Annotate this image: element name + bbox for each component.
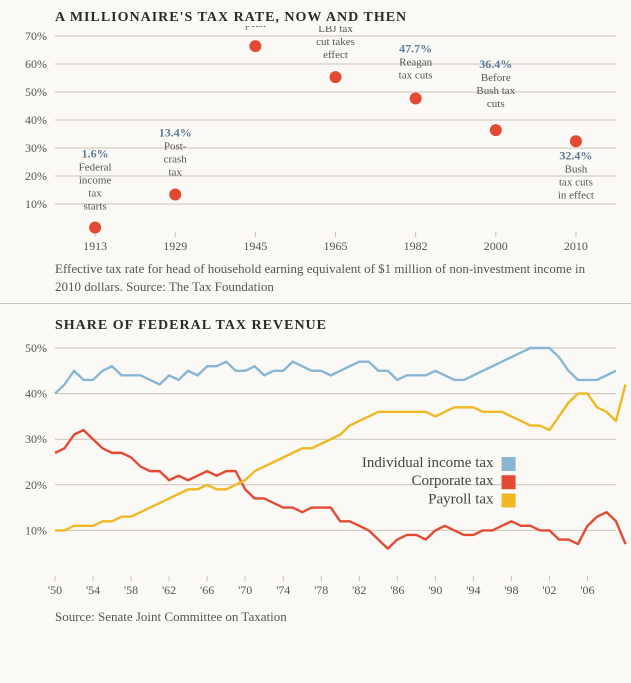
federal-revenue-panel: SHARE OF FEDERAL TAX REVENUE 10% 20% 30% 40… xyxy=(0,318,631,626)
data-point xyxy=(330,71,342,83)
point-value: 13.4% xyxy=(159,125,192,139)
svg-text:20%: 20% xyxy=(25,478,47,492)
svg-text:20%: 20% xyxy=(25,169,47,183)
point-desc: Reagan xyxy=(399,56,432,68)
svg-text:30%: 30% xyxy=(25,432,47,446)
chart1-title: A MILLIONAIRE'S TAX RATE, NOW AND THEN xyxy=(0,0,631,26)
svg-text:50%: 50% xyxy=(25,85,47,99)
data-point xyxy=(169,188,181,200)
chart1-svg: 10% 20% 30% 40% 50% 60% 70% 1913 1929 1945 1965 198… xyxy=(0,26,631,256)
point-desc: Before xyxy=(481,72,511,84)
data-point xyxy=(570,135,582,147)
svg-text:'70: '70 xyxy=(238,583,252,597)
svg-text:2010: 2010 xyxy=(564,239,588,253)
svg-text:1982: 1982 xyxy=(404,239,428,253)
chart2-title: SHARE OF FEDERAL TAX REVENUE xyxy=(0,318,631,334)
point-desc: tax xyxy=(88,188,102,200)
point-desc: starts xyxy=(83,201,106,213)
svg-text:1929: 1929 xyxy=(163,239,187,253)
svg-text:'94: '94 xyxy=(466,583,480,597)
svg-text:'54: '54 xyxy=(86,583,100,597)
chart2-svg: 10% 20% 30% 40% 50% '50 '54 '58 '62 '66 '70 '74 '78 '… xyxy=(0,334,631,604)
point-value: 32.4% xyxy=(559,148,592,162)
svg-text:'98: '98 xyxy=(504,583,518,597)
legend-label: Corporate tax xyxy=(411,473,494,489)
chart1-source: Effective tax rate for head of household… xyxy=(0,256,631,295)
legend-swatch xyxy=(502,457,516,471)
svg-text:'62: '62 xyxy=(162,583,176,597)
point-desc: effect xyxy=(323,49,348,61)
series-individual xyxy=(55,348,616,394)
point-desc: cuts xyxy=(487,98,505,110)
legend-swatch xyxy=(502,475,516,489)
point-value: 47.7% xyxy=(399,41,432,55)
chart2-source: Source: Senate Joint Committee on Taxati… xyxy=(0,604,631,626)
svg-text:'50: '50 xyxy=(48,583,62,597)
legend-swatch xyxy=(502,494,516,508)
point-desc: tax cuts xyxy=(399,69,433,81)
point-desc: tax cuts xyxy=(559,176,593,188)
chart1-wrap: 10% 20% 30% 40% 50% 60% 70% 1913 1929 1945 1965 198… xyxy=(0,26,631,256)
data-point xyxy=(490,124,502,136)
legend-label: Payroll tax xyxy=(428,492,494,508)
point-value: 1.6% xyxy=(82,147,109,161)
svg-text:1913: 1913 xyxy=(83,239,107,253)
data-point xyxy=(249,40,261,52)
svg-text:'66: '66 xyxy=(200,583,214,597)
data-point xyxy=(89,222,101,234)
svg-text:'06: '06 xyxy=(580,583,594,597)
svg-text:40%: 40% xyxy=(25,387,47,401)
svg-text:70%: 70% xyxy=(25,29,47,43)
svg-text:'82: '82 xyxy=(352,583,366,597)
chart2-wrap: 10% 20% 30% 40% 50% '50 '54 '58 '62 '66 '70 '74 '78 '… xyxy=(0,334,631,604)
millionaire-tax-panel: A MILLIONAIRE'S TAX RATE, NOW AND THEN 1… xyxy=(0,0,631,295)
point-desc: Post- xyxy=(164,140,187,152)
point-desc: Bush xyxy=(565,163,588,175)
point-desc: cut takes xyxy=(316,36,355,48)
svg-text:2000: 2000 xyxy=(484,239,508,253)
series-payroll xyxy=(55,385,626,531)
svg-text:'90: '90 xyxy=(428,583,442,597)
point-desc: tax xyxy=(168,166,182,178)
point-desc: Federal xyxy=(79,162,112,174)
svg-text:'58: '58 xyxy=(124,583,138,597)
panel-divider xyxy=(0,303,631,304)
point-desc: LBJ tax xyxy=(318,26,353,35)
svg-text:40%: 40% xyxy=(25,113,47,127)
point-desc: in effect xyxy=(558,189,594,201)
point-desc: Bush tax xyxy=(476,85,515,97)
svg-text:60%: 60% xyxy=(25,57,47,71)
svg-text:1965: 1965 xyxy=(324,239,348,253)
point-desc: peak xyxy=(245,26,266,30)
svg-text:10%: 10% xyxy=(25,523,47,537)
svg-text:'78: '78 xyxy=(314,583,328,597)
legend-label: Individual income tax xyxy=(362,455,494,471)
svg-text:50%: 50% xyxy=(25,341,47,355)
svg-text:'74: '74 xyxy=(276,583,290,597)
svg-text:10%: 10% xyxy=(25,197,47,211)
data-point xyxy=(410,92,422,104)
svg-text:1945: 1945 xyxy=(243,239,267,253)
point-value: 36.4% xyxy=(479,57,512,71)
svg-text:'86: '86 xyxy=(390,583,404,597)
point-desc: crash xyxy=(164,153,188,165)
point-desc: income xyxy=(79,175,111,187)
svg-text:'02: '02 xyxy=(542,583,556,597)
svg-text:30%: 30% xyxy=(25,141,47,155)
